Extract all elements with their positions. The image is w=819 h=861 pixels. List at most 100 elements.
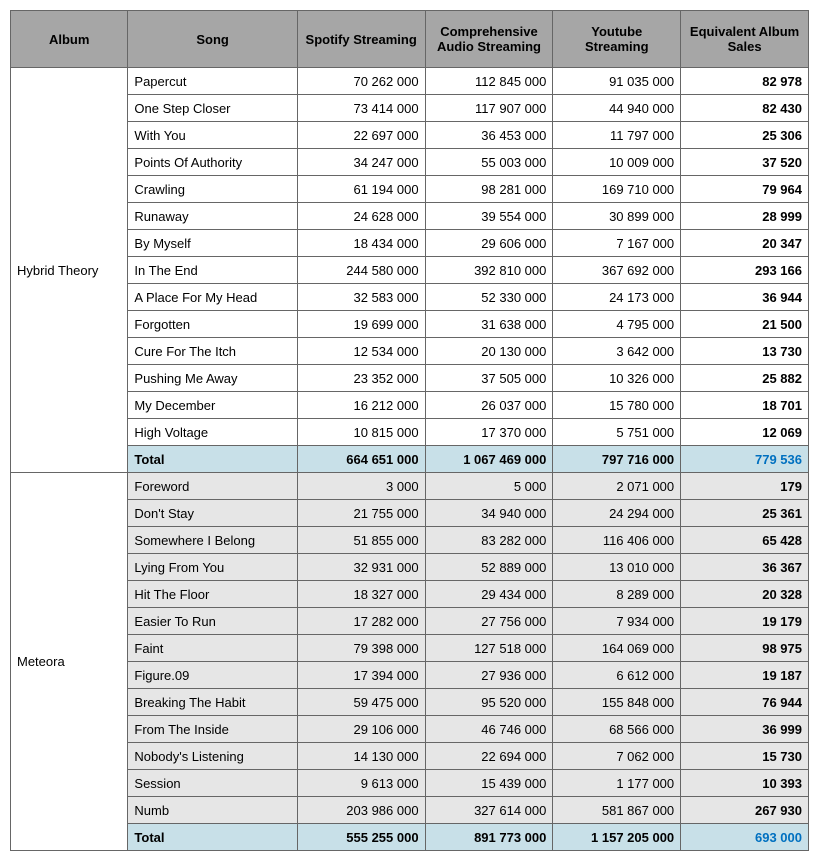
eas-cell: 12 069 [681, 419, 809, 446]
total-audio: 1 067 469 000 [425, 446, 553, 473]
audio-cell: 36 453 000 [425, 122, 553, 149]
audio-cell: 117 907 000 [425, 95, 553, 122]
eas-cell: 19 179 [681, 608, 809, 635]
table-row: Lying From You32 931 00052 889 00013 010… [11, 554, 809, 581]
song-cell: Nobody's Listening [128, 743, 297, 770]
table-row: Session9 613 00015 439 0001 177 00010 39… [11, 770, 809, 797]
spotify-cell: 70 262 000 [297, 68, 425, 95]
spotify-cell: 32 931 000 [297, 554, 425, 581]
song-cell: A Place For My Head [128, 284, 297, 311]
youtube-cell: 7 062 000 [553, 743, 681, 770]
spotify-cell: 244 580 000 [297, 257, 425, 284]
eas-cell: 293 166 [681, 257, 809, 284]
youtube-cell: 1 177 000 [553, 770, 681, 797]
eas-cell: 82 978 [681, 68, 809, 95]
audio-cell: 39 554 000 [425, 203, 553, 230]
eas-cell: 20 347 [681, 230, 809, 257]
eas-cell: 18 701 [681, 392, 809, 419]
table-row: Somewhere I Belong51 855 00083 282 00011… [11, 527, 809, 554]
audio-cell: 112 845 000 [425, 68, 553, 95]
table-row: Cure For The Itch12 534 00020 130 0003 6… [11, 338, 809, 365]
eas-cell: 98 975 [681, 635, 809, 662]
total-label: Total [128, 446, 297, 473]
total-eas: 779 536 [681, 446, 809, 473]
album-cell: Hybrid Theory [11, 68, 128, 473]
audio-cell: 327 614 000 [425, 797, 553, 824]
spotify-cell: 24 628 000 [297, 203, 425, 230]
table-row: Points Of Authority34 247 00055 003 0001… [11, 149, 809, 176]
song-cell: From The Inside [128, 716, 297, 743]
audio-cell: 5 000 [425, 473, 553, 500]
table-row: By Myself18 434 00029 606 0007 167 00020… [11, 230, 809, 257]
spotify-cell: 14 130 000 [297, 743, 425, 770]
song-cell: Easier To Run [128, 608, 297, 635]
spotify-cell: 34 247 000 [297, 149, 425, 176]
spotify-cell: 3 000 [297, 473, 425, 500]
youtube-cell: 5 751 000 [553, 419, 681, 446]
song-cell: Papercut [128, 68, 297, 95]
eas-cell: 65 428 [681, 527, 809, 554]
audio-cell: 29 606 000 [425, 230, 553, 257]
total-spotify: 664 651 000 [297, 446, 425, 473]
table-row: Nobody's Listening14 130 00022 694 0007 … [11, 743, 809, 770]
song-cell: By Myself [128, 230, 297, 257]
eas-cell: 76 944 [681, 689, 809, 716]
eas-cell: 13 730 [681, 338, 809, 365]
spotify-cell: 79 398 000 [297, 635, 425, 662]
audio-cell: 27 936 000 [425, 662, 553, 689]
eas-cell: 36 944 [681, 284, 809, 311]
audio-cell: 20 130 000 [425, 338, 553, 365]
song-cell: Runaway [128, 203, 297, 230]
song-cell: Crawling [128, 176, 297, 203]
eas-cell: 36 999 [681, 716, 809, 743]
eas-cell: 15 730 [681, 743, 809, 770]
song-cell: Faint [128, 635, 297, 662]
eas-cell: 82 430 [681, 95, 809, 122]
table-row: MeteoraForeword3 0005 0002 071 000179 [11, 473, 809, 500]
youtube-cell: 3 642 000 [553, 338, 681, 365]
song-cell: Hit The Floor [128, 581, 297, 608]
spotify-cell: 21 755 000 [297, 500, 425, 527]
song-cell: Breaking The Habit [128, 689, 297, 716]
audio-cell: 27 756 000 [425, 608, 553, 635]
youtube-cell: 2 071 000 [553, 473, 681, 500]
spotify-cell: 17 282 000 [297, 608, 425, 635]
table-row: Don't Stay21 755 00034 940 00024 294 000… [11, 500, 809, 527]
spotify-cell: 59 475 000 [297, 689, 425, 716]
song-cell: Session [128, 770, 297, 797]
table-body: Hybrid TheoryPapercut70 262 000112 845 0… [11, 68, 809, 851]
eas-cell: 267 930 [681, 797, 809, 824]
col-audio: Comprehensive Audio Streaming [425, 11, 553, 68]
youtube-cell: 10 326 000 [553, 365, 681, 392]
total-audio: 891 773 000 [425, 824, 553, 851]
youtube-cell: 30 899 000 [553, 203, 681, 230]
eas-cell: 21 500 [681, 311, 809, 338]
table-row: Pushing Me Away23 352 00037 505 00010 32… [11, 365, 809, 392]
audio-cell: 31 638 000 [425, 311, 553, 338]
col-youtube: Youtube Streaming [553, 11, 681, 68]
audio-cell: 98 281 000 [425, 176, 553, 203]
song-cell: Pushing Me Away [128, 365, 297, 392]
song-cell: Points Of Authority [128, 149, 297, 176]
total-youtube: 1 157 205 000 [553, 824, 681, 851]
table-row: Hit The Floor18 327 00029 434 0008 289 0… [11, 581, 809, 608]
spotify-cell: 18 327 000 [297, 581, 425, 608]
spotify-cell: 22 697 000 [297, 122, 425, 149]
total-label: Total [128, 824, 297, 851]
table-row: A Place For My Head32 583 00052 330 0002… [11, 284, 809, 311]
youtube-cell: 8 289 000 [553, 581, 681, 608]
audio-cell: 34 940 000 [425, 500, 553, 527]
song-cell: Don't Stay [128, 500, 297, 527]
youtube-cell: 7 167 000 [553, 230, 681, 257]
eas-cell: 20 328 [681, 581, 809, 608]
streaming-table: Album Song Spotify Streaming Comprehensi… [10, 10, 809, 851]
youtube-cell: 169 710 000 [553, 176, 681, 203]
eas-cell: 37 520 [681, 149, 809, 176]
header-row: Album Song Spotify Streaming Comprehensi… [11, 11, 809, 68]
spotify-cell: 9 613 000 [297, 770, 425, 797]
youtube-cell: 7 934 000 [553, 608, 681, 635]
eas-cell: 36 367 [681, 554, 809, 581]
album-cell: Meteora [11, 473, 128, 851]
youtube-cell: 24 173 000 [553, 284, 681, 311]
col-song: Song [128, 11, 297, 68]
